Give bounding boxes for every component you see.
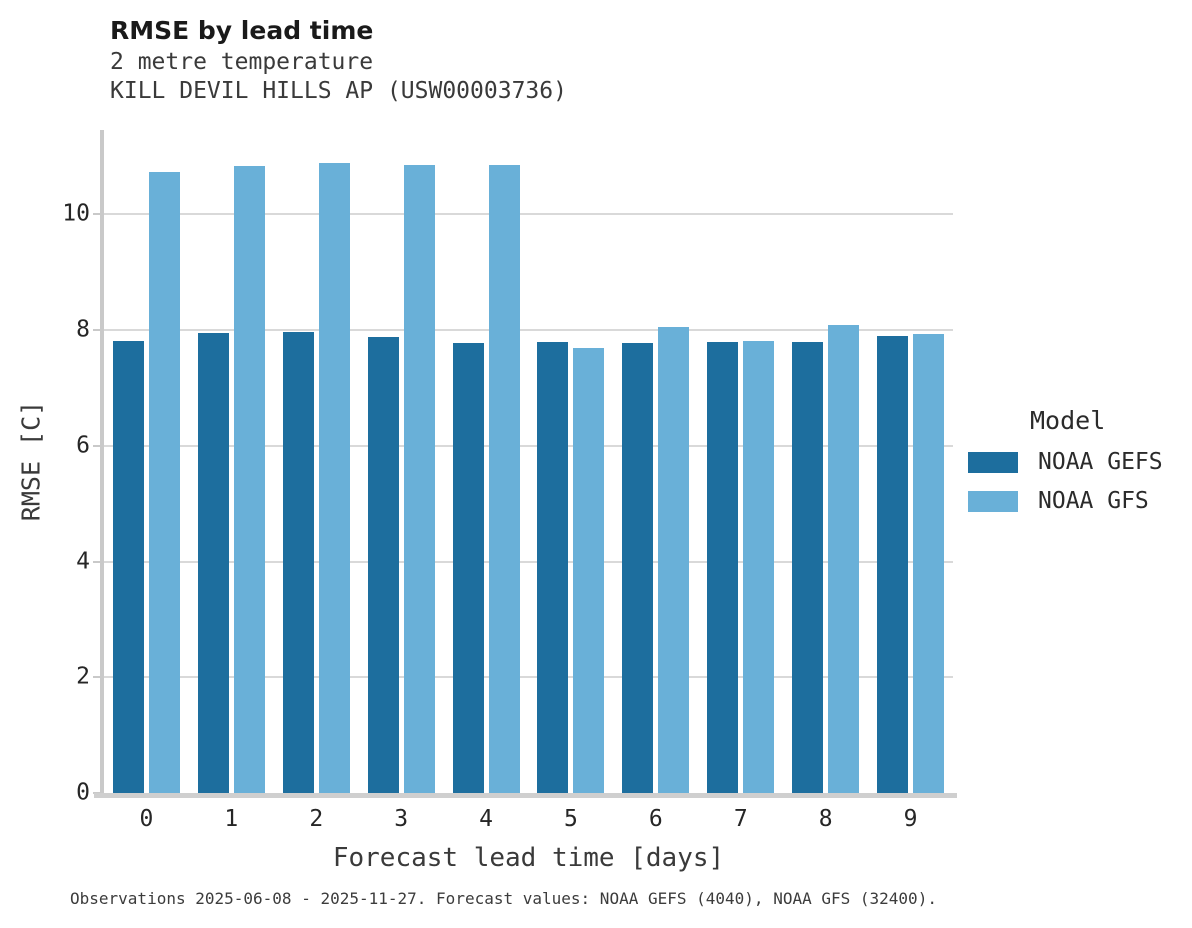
bar-noaa-gefs-lead-5 [537,341,569,793]
y-tick-mark [93,560,100,563]
x-tick-label: 6 [648,806,663,832]
legend: Model NOAA GEFS NOAA GFS [968,406,1192,527]
y-tick-label: 0 [76,779,90,806]
legend-swatch [968,490,1018,512]
y-tick-label: 10 [62,200,90,227]
legend-label: NOAA GEFS [1038,449,1163,475]
legend-title: Model [1030,406,1106,435]
y-axis-tick-labels: 0 2 4 6 8 10 [0,130,90,804]
bar-noaa-gfs-lead-8 [828,324,860,793]
x-axis-tick-labels: 0 1 2 3 4 5 6 7 8 9 [104,804,953,836]
bar-noaa-gfs-lead-0 [148,171,180,793]
y-tick-label: 4 [76,548,90,575]
y-tick-mark [93,792,100,794]
gridline [104,560,953,563]
bar-noaa-gefs-lead-4 [452,342,484,793]
legend-swatch [968,451,1018,473]
bar-noaa-gfs-lead-4 [488,164,520,793]
chart-title: RMSE by lead time [110,16,374,45]
bar-noaa-gefs-lead-9 [877,335,909,793]
gridline [104,676,953,679]
chart-header: RMSE by lead time 2 metre temperature KI… [110,14,567,106]
bar-noaa-gefs-lead-1 [197,333,229,793]
bar-noaa-gfs-lead-3 [403,164,435,793]
bar-noaa-gefs-lead-2 [282,331,314,793]
x-tick-label: 8 [818,806,833,832]
bar-noaa-gefs-lead-6 [622,343,654,793]
bar-noaa-gefs-lead-7 [707,342,739,793]
y-tick-mark [93,676,100,679]
plot-area [93,130,957,798]
y-tick-mark [93,213,100,216]
footnote: Observations 2025-06-08 - 2025-11-27. Fo… [70,889,937,908]
bar-noaa-gefs-lead-0 [112,340,144,793]
bar-noaa-gefs-lead-3 [367,337,399,793]
x-tick-label: 4 [479,806,493,832]
x-axis-label: Forecast lead time [days] [332,843,725,873]
bar-noaa-gfs-lead-7 [743,340,775,793]
legend-entry: NOAA GEFS [968,449,1192,475]
x-tick-label: 2 [309,806,324,832]
gridline [104,329,953,332]
chart-station-line: KILL DEVIL HILLS AP (USW00003736) [110,78,567,104]
x-tick-label: 9 [903,806,918,832]
y-tick-mark [93,329,100,332]
y-tick-label: 6 [76,432,90,459]
legend-label: NOAA GFS [1038,488,1149,514]
legend-entry: NOAA GFS [968,488,1192,514]
x-tick-label: 0 [139,806,154,832]
bar-noaa-gfs-lead-2 [318,162,350,793]
bar-noaa-gfs-lead-9 [913,334,945,793]
x-tick-label: 5 [564,806,578,832]
chart-subtitle: 2 metre temperature [110,49,374,75]
gridline [104,213,953,216]
y-tick-label: 2 [76,663,90,690]
legend-entries: NOAA GEFS NOAA GFS [968,449,1192,514]
bar-noaa-gfs-lead-5 [573,347,605,793]
x-tick-label: 1 [224,806,239,832]
y-tick-label: 8 [76,316,90,343]
bar-noaa-gfs-lead-1 [233,165,265,793]
gridline [104,444,953,447]
bar-noaa-gfs-lead-6 [658,326,690,793]
x-tick-label: 7 [733,806,748,832]
x-tick-label: 3 [394,806,409,832]
y-tick-mark [93,444,100,447]
bar-noaa-gefs-lead-8 [792,342,824,793]
